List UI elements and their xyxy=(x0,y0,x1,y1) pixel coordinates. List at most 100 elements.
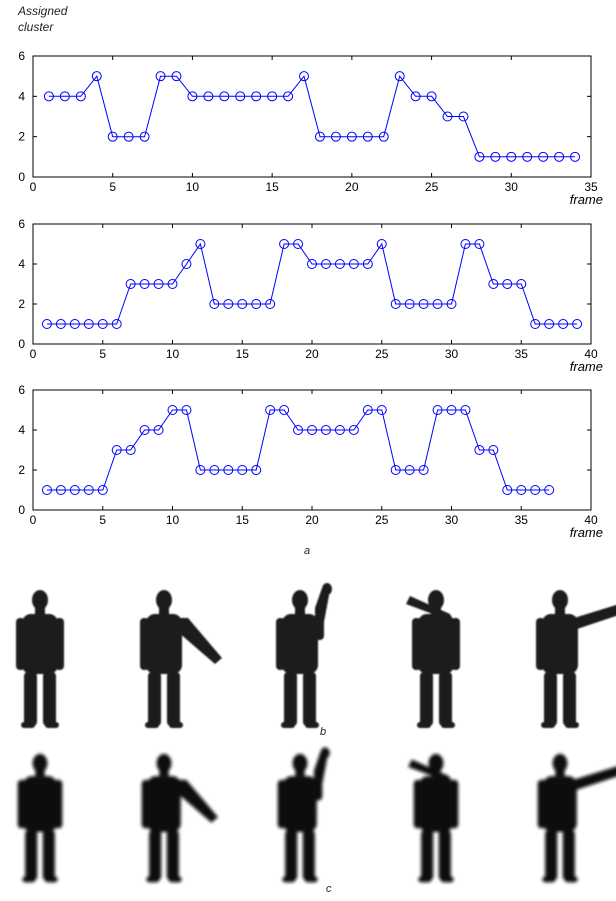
data-point xyxy=(558,319,569,329)
data-point xyxy=(237,465,248,475)
raised-arm xyxy=(178,618,222,664)
body-part xyxy=(552,590,568,610)
raised-arm xyxy=(177,779,218,823)
data-point xyxy=(446,405,457,415)
body-part xyxy=(295,608,305,614)
data-point xyxy=(139,425,150,435)
body-part xyxy=(428,590,444,610)
body-part xyxy=(148,672,161,726)
data-point xyxy=(330,131,341,142)
body-part xyxy=(45,722,59,728)
body-part xyxy=(277,779,287,829)
data-point xyxy=(474,151,485,162)
data-point xyxy=(320,259,331,269)
body-part xyxy=(159,770,169,777)
data-point xyxy=(474,239,485,249)
data-point xyxy=(265,299,276,309)
chart-2: 0 5 10 15 20 25 30 35 40 0 2 4 6 frame xyxy=(18,217,603,374)
silhouette-c-3 xyxy=(277,747,330,883)
body-part xyxy=(565,722,579,728)
y-tick-label: 4 xyxy=(18,257,25,271)
data-point xyxy=(167,405,178,415)
body-part xyxy=(147,776,181,832)
body-part xyxy=(543,776,577,832)
body-part xyxy=(302,830,315,881)
data-point xyxy=(404,299,415,309)
data-point xyxy=(530,485,541,495)
body-part xyxy=(555,608,565,614)
data-point xyxy=(490,151,501,162)
x-tick-label: 35 xyxy=(515,347,529,361)
x-tick-label: 40 xyxy=(584,347,598,361)
data-point xyxy=(390,465,401,475)
data-point xyxy=(362,259,373,269)
data-point xyxy=(502,485,513,495)
data-point xyxy=(307,425,317,435)
silhouette-row-b xyxy=(16,583,616,728)
y-tick-label: 2 xyxy=(18,297,25,311)
raised-arm xyxy=(408,759,453,784)
body-part xyxy=(43,672,56,726)
body-part xyxy=(55,618,64,670)
data-point xyxy=(279,405,290,415)
x-tick-label: 25 xyxy=(425,180,439,194)
body-part xyxy=(145,722,159,728)
data-point xyxy=(219,91,230,102)
data-point xyxy=(111,445,122,455)
x-axis-label: frame xyxy=(570,359,603,374)
body-part xyxy=(281,722,295,728)
data-point xyxy=(41,319,52,329)
body-part xyxy=(320,747,330,759)
data-point xyxy=(432,405,443,415)
y-tick-label: 6 xyxy=(18,217,25,231)
data-point xyxy=(474,445,485,455)
data-point xyxy=(522,151,533,162)
body-part xyxy=(420,672,433,726)
body-part xyxy=(53,779,63,829)
body-part xyxy=(563,672,576,726)
y-tick-label: 0 xyxy=(18,170,25,184)
x-tick-label: 35 xyxy=(584,180,598,194)
body-part xyxy=(22,614,58,674)
data-point xyxy=(69,485,80,495)
silhouette-c-4 xyxy=(408,753,459,883)
body-part xyxy=(156,590,172,610)
x-tick-label: 5 xyxy=(99,513,106,527)
silhouette-c-5 xyxy=(537,753,616,883)
data-point xyxy=(107,131,118,142)
data-point xyxy=(223,299,234,309)
data-point xyxy=(418,299,429,309)
data-point xyxy=(43,91,54,102)
data-point xyxy=(75,91,86,102)
data-point xyxy=(41,485,52,495)
data-point xyxy=(570,151,581,162)
body-part xyxy=(169,722,183,728)
body-part xyxy=(541,722,555,728)
data-point xyxy=(153,279,164,289)
y-tick-label: 0 xyxy=(18,503,25,517)
body-part xyxy=(564,876,578,883)
data-point xyxy=(390,299,401,309)
data-point xyxy=(458,111,469,122)
data-point xyxy=(418,465,429,475)
body-part xyxy=(555,770,565,777)
data-point xyxy=(203,91,214,102)
data-point xyxy=(502,279,513,289)
silhouette-c-1 xyxy=(17,753,63,883)
data-point xyxy=(362,405,373,415)
data-point xyxy=(544,485,555,495)
data-point xyxy=(432,299,443,309)
data-point xyxy=(195,465,206,475)
data-point xyxy=(97,485,108,495)
body-part xyxy=(413,779,423,829)
x-tick-label: 30 xyxy=(445,513,459,527)
data-point xyxy=(59,91,70,102)
body-part xyxy=(449,779,459,829)
data-point xyxy=(410,91,421,102)
data-point xyxy=(251,299,262,309)
x-tick-label: 15 xyxy=(236,347,250,361)
body-part xyxy=(282,614,318,674)
body-part xyxy=(305,722,319,728)
x-tick-label: 15 xyxy=(265,180,279,194)
